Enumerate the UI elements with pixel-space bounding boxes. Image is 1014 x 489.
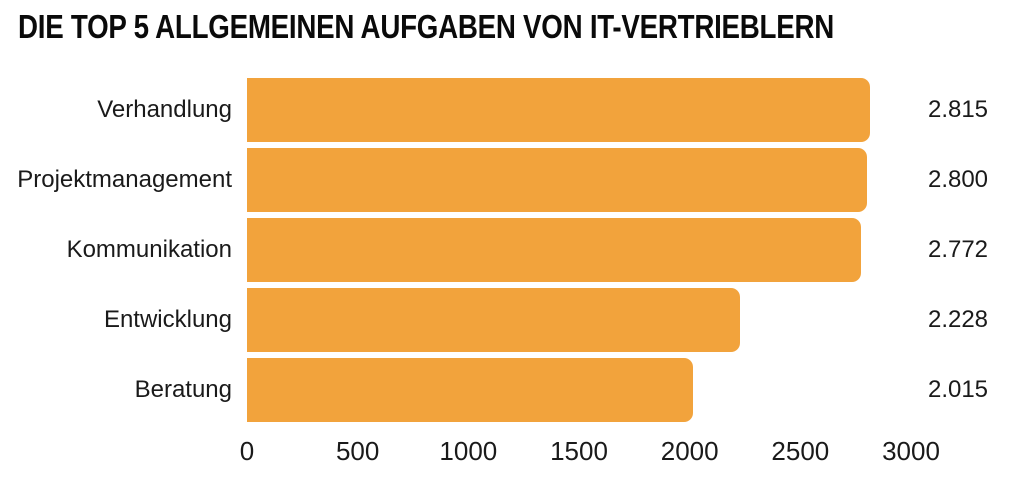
x-tick-label: 1500 [550,436,608,466]
value-label: 2.815 [927,96,989,123]
value-label: 2.015 [927,376,989,403]
bar [247,148,867,212]
category-label: Kommunikation [66,236,232,263]
x-tick-label: 1000 [439,436,498,466]
bar [247,358,693,422]
value-label: 2.228 [927,306,989,333]
x-tick-label: 500 [335,436,380,466]
category-label: Projektmanagement [17,166,232,193]
bar [247,78,871,142]
category-label: Beratung [134,376,232,403]
bar [247,288,741,352]
value-label: 2.772 [927,236,989,263]
x-tick-label: 0 [239,436,255,466]
value-label: 2.800 [927,166,989,193]
bar [247,218,861,282]
x-tick-label: 2500 [771,436,830,466]
x-tick-label: 3000 [882,436,940,466]
category-label: Entwicklung [103,306,232,333]
x-tick-label: 2000 [660,436,719,466]
category-label: Verhandlung [97,96,232,123]
chart-title: DIE TOP 5 ALLGEMEINEN AUFGABEN VON IT-VE… [18,8,835,45]
